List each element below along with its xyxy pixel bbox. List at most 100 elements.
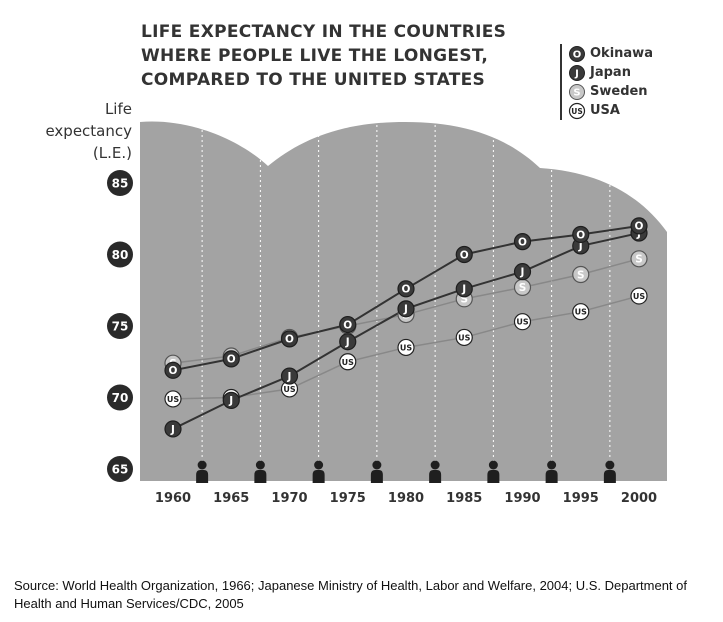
chart-title-line: LIFE EXPECTANCY IN THE COUNTRIES: [141, 22, 507, 42]
chart-title-line: WHERE PEOPLE LIVE THE LONGEST,: [141, 46, 489, 66]
point-okinawa: O: [397, 280, 415, 298]
point-japan: J: [455, 280, 473, 298]
svg-text:O: O: [460, 249, 469, 261]
svg-text:O: O: [227, 354, 236, 366]
point-okinawa: O: [630, 217, 648, 235]
japan-marker-icon: J: [569, 64, 585, 81]
point-japan: J: [222, 391, 240, 409]
point-usa: US: [630, 287, 648, 305]
sweden-marker-icon: S: [569, 83, 585, 100]
svg-text:US: US: [571, 107, 583, 116]
y-tick-label: 85: [112, 177, 129, 191]
point-sweden: S: [572, 265, 590, 284]
y-tick-85: 85: [107, 170, 133, 196]
svg-text:US: US: [167, 395, 179, 404]
svg-text:US: US: [400, 343, 412, 352]
y-tick-label: 80: [112, 248, 129, 262]
svg-text:US: US: [575, 308, 587, 317]
point-usa: US: [513, 313, 532, 331]
point-okinawa: O: [513, 233, 532, 251]
svg-text:J: J: [461, 284, 466, 296]
legend-label: Japan: [590, 65, 631, 80]
svg-text:S: S: [519, 282, 527, 294]
x-tick-label: 1995: [563, 491, 599, 506]
legend-item-sweden: S Sweden: [568, 82, 653, 101]
svg-text:S: S: [460, 294, 468, 306]
svg-text:US: US: [516, 318, 528, 327]
point-usa: US: [397, 338, 415, 357]
point-japan: J: [513, 263, 532, 281]
x-tick-label: 2000: [621, 491, 657, 506]
svg-text:J: J: [578, 241, 583, 253]
point-okinawa: O: [280, 330, 299, 348]
person-icon: [370, 460, 383, 483]
svg-text:O: O: [576, 229, 585, 241]
x-tick-label: 1980: [388, 491, 424, 506]
legend-item-okinawa: O Okinawa: [568, 44, 653, 63]
svg-text:O: O: [573, 49, 582, 60]
y-tick-65: 65: [107, 456, 133, 482]
svg-text:O: O: [285, 334, 294, 346]
svg-text:O: O: [169, 365, 178, 377]
chart-canvas: USUSUSUSUSUSUSUSUSSSSSSSSSSJJJJJJJJJOOOO…: [107, 121, 667, 506]
svg-text:US: US: [633, 292, 645, 301]
svg-text:US: US: [283, 385, 295, 394]
person-icon: [312, 460, 325, 483]
y-tick-70: 70: [107, 384, 133, 411]
person-icon: [196, 460, 209, 483]
chart-title: LIFE EXPECTANCY IN THE COUNTRIES WHERE P…: [141, 20, 541, 92]
svg-text:J: J: [403, 304, 408, 316]
legend-label: Sweden: [590, 84, 648, 99]
point-usa: US: [455, 328, 473, 347]
y-tick-label: 65: [112, 463, 129, 477]
point-okinawa: O: [572, 225, 590, 244]
svg-text:J: J: [574, 68, 579, 79]
y-axis-label: Life expectancy (L.E.): [20, 98, 132, 164]
svg-text:O: O: [343, 319, 352, 331]
point-okinawa: O: [222, 350, 240, 368]
point-sweden: S: [513, 278, 532, 296]
point-japan: J: [164, 420, 182, 438]
usa-marker-icon: US: [568, 102, 586, 119]
svg-text:US: US: [458, 333, 470, 342]
legend-item-japan: J Japan: [568, 63, 653, 82]
svg-text:J: J: [345, 337, 350, 349]
svg-text:J: J: [520, 266, 525, 278]
svg-text:S: S: [573, 87, 580, 98]
point-okinawa: O: [164, 361, 182, 379]
svg-text:O: O: [635, 221, 644, 233]
point-japan: J: [339, 333, 357, 351]
x-tick-label: 1985: [446, 491, 482, 506]
x-tick-label: 1960: [155, 491, 191, 506]
x-tick-label: 1970: [271, 491, 307, 506]
svg-text:S: S: [577, 269, 585, 281]
point-usa: US: [339, 353, 357, 371]
point-sweden: S: [630, 250, 648, 268]
person-icon: [254, 460, 267, 483]
svg-text:O: O: [518, 236, 527, 248]
y-axis-label-line: expectancy: [45, 122, 132, 140]
source-note: Source: World Health Organization, 1966;…: [14, 578, 687, 611]
legend-item-usa: US USA: [568, 101, 653, 120]
svg-text:J: J: [228, 395, 233, 407]
y-tick-label: 70: [112, 391, 129, 405]
legend-label: USA: [590, 103, 620, 118]
legend: O Okinawa J Japan S Sweden US USA: [560, 44, 653, 120]
x-tick-label: 1990: [504, 491, 540, 506]
y-axis-label-line: (L.E.): [92, 144, 132, 162]
person-icon: [603, 460, 616, 483]
point-usa: US: [572, 303, 590, 321]
svg-text:S: S: [635, 254, 643, 266]
y-tick-80: 80: [107, 241, 133, 268]
chart-title-line: COMPARED TO THE UNITED STATES: [141, 70, 486, 90]
person-icon: [429, 460, 442, 483]
point-japan: J: [397, 300, 415, 318]
svg-text:O: O: [402, 284, 411, 296]
point-japan: J: [280, 367, 299, 385]
y-tick-75: 75: [107, 313, 133, 339]
svg-text:J: J: [287, 371, 292, 383]
person-icon: [487, 460, 500, 483]
y-axis-label-line: Life: [104, 100, 132, 118]
point-okinawa: O: [455, 245, 473, 264]
x-tick-label: 1975: [330, 491, 366, 506]
